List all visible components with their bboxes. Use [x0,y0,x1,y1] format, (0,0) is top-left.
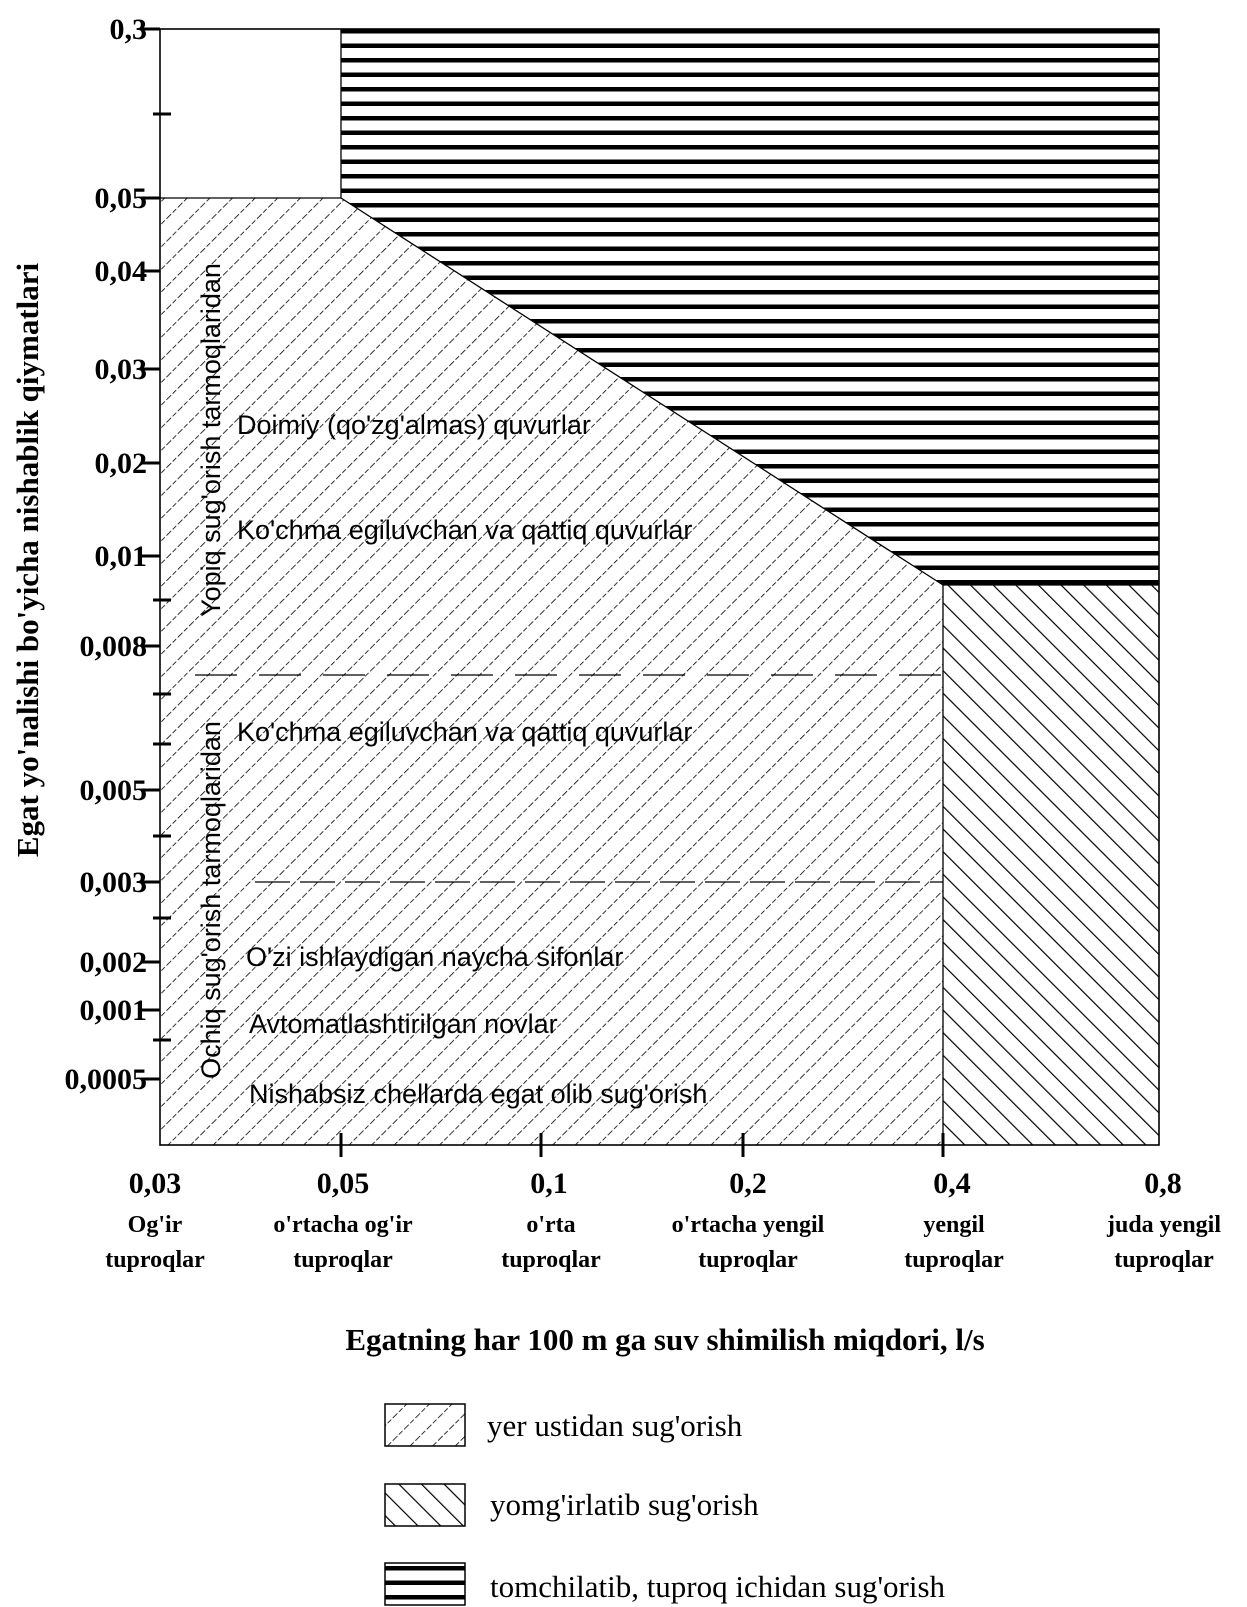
region-sprinkler-irrigation [943,585,1159,1145]
legend-swatch-drip [384,1562,466,1606]
soil-label-line1: o'rtacha yengil [672,1212,825,1238]
x-tick-label: 0,03 [129,1167,182,1200]
region-surface-irrigation [160,198,943,1145]
soil-label-line2: tuproqlar [293,1247,393,1273]
legend: yer ustidan sug'orish yomg'irlatib sug'o… [384,1403,946,1606]
boundary-diagonal [340,197,944,586]
x-tick-labels: 0,03 0,05 0,1 0,2 0,4 0,8 [129,1167,1182,1200]
x-axis-ticks [339,1133,945,1157]
soil-label-line2: tuproqlar [904,1247,1004,1273]
y-tick-label: 0,01 [95,540,148,573]
zone-label: Avtomatlashtirilgan novlar [249,1009,558,1039]
x-tick-label: 0,1 [530,1167,568,1200]
soil-label-line1: o'rtacha og'ir [273,1212,413,1238]
soil-label-line1: Og'ir [128,1212,183,1238]
zone-labels: Doimiy (qo'zg'almas) quvurlar Ko'chma eg… [237,410,707,1109]
y-tick-labels: 0,3 0,05 0,04 0,03 0,02 0,01 0,008 0,005… [65,13,148,1096]
zone-label: Doimiy (qo'zg'almas) quvurlar [237,410,591,440]
soil-label-line2: tuproqlar [501,1247,601,1273]
soil-label-line1: o'rta [526,1212,575,1238]
y-axis-title: Egat yo'nalishi bo'yicha nishablik qiyma… [10,262,45,857]
x-axis-title: Egatning har 100 m ga suv shimilish miqd… [345,1322,984,1357]
legend-swatch-sprinkler [384,1483,466,1527]
soil-label-line2: tuproqlar [698,1247,798,1273]
y-tick-label: 0,02 [95,447,148,480]
legend-label: yomg'irlatib sug'orish [490,1487,759,1522]
y-tick-label: 0,05 [95,182,148,215]
y-tick-label: 0,0005 [65,1063,148,1096]
soil-type-labels: Og'ir tuproqlar o'rtacha og'ir tuproqlar… [105,1212,1221,1273]
zone-label: Ko'chma egiluvchan va qattiq quvurlar [237,515,692,545]
y-tick-label: 0,005 [80,774,148,807]
soil-label-line1: juda yengil [1106,1212,1221,1238]
soil-label-line2: tuproqlar [1114,1247,1214,1273]
y-tick-label: 0,008 [80,630,148,663]
y-tick-label: 0,03 [95,353,148,386]
x-tick-label: 0,2 [729,1167,767,1200]
soil-label-line1: yengil [923,1212,985,1238]
legend-label: tomchilatib, tuproq ichidan sug'orish [490,1569,946,1604]
y-axis-ticks [141,27,171,1081]
zone-label: O'zi ishlaydigan naycha sifonlar [246,942,623,972]
x-tick-label: 0,4 [933,1167,971,1200]
zone-label: Nishabsiz chellarda egat olib sug'orish [249,1079,707,1109]
y-tick-label: 0,001 [80,994,148,1027]
y-tick-label: 0,3 [110,13,148,46]
soil-label-line2: tuproqlar [105,1247,205,1273]
y-tick-label: 0,003 [80,866,148,899]
zone-label: Ko'chma egiluvchan va qattiq quvurlar [237,717,692,747]
region-drip-irrigation [341,29,1159,585]
legend-label: yer ustidan sug'orish [487,1408,743,1443]
x-tick-label: 0,8 [1144,1167,1182,1200]
legend-swatch-surface [384,1403,466,1447]
y-tick-label: 0,04 [95,255,148,288]
plot-area [159,28,1160,1146]
y-tick-label: 0,002 [80,946,148,979]
plot-frame [159,28,1160,1146]
x-tick-label: 0,05 [317,1167,370,1200]
vertical-label-closed-network: Yopiq sug'orish tarmoqlaridan [196,263,226,617]
vertical-label-open-network: Ochiq sug'orish tarmoqlaridan [196,721,226,1079]
